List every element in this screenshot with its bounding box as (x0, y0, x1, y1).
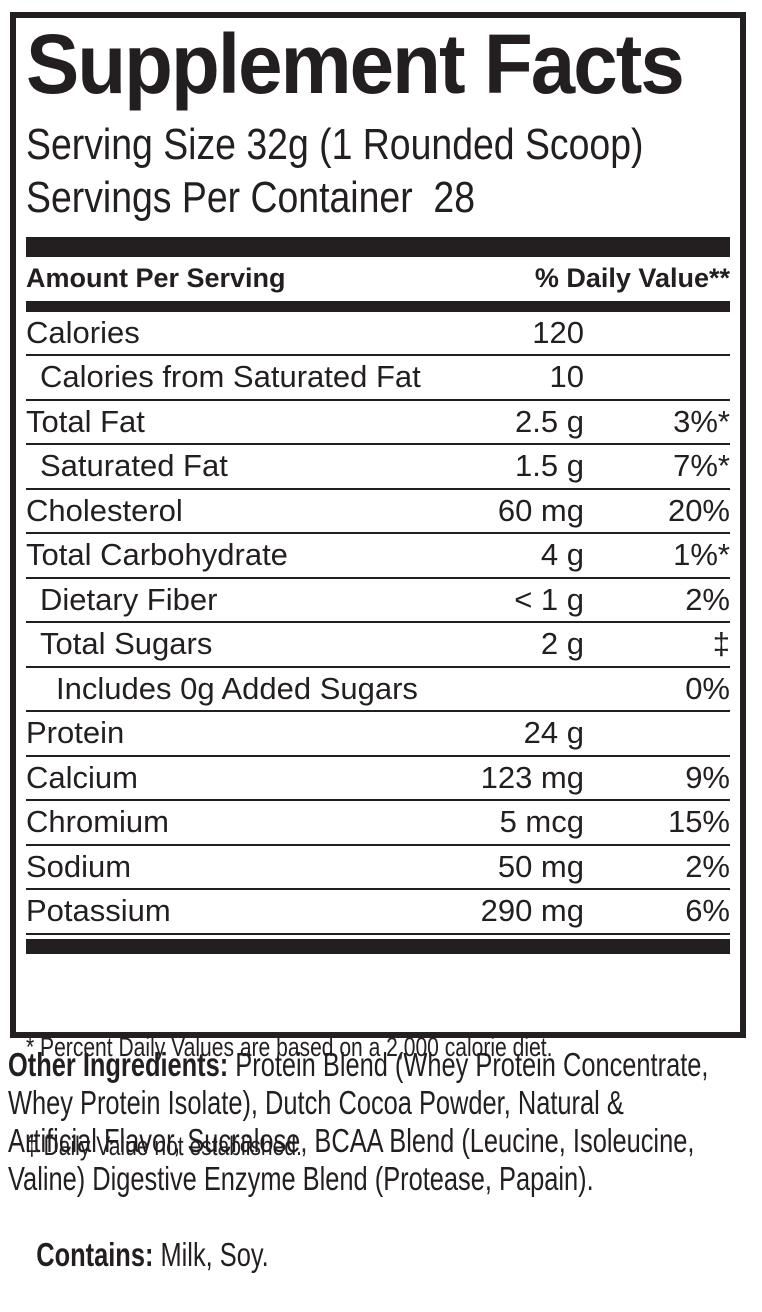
nutrient-daily-value: ‡ (712, 626, 730, 662)
nutrient-row: Calcium 123 mg 9% (26, 757, 730, 802)
nutrient-row: Cholesterol 60 mg 20% (26, 490, 730, 535)
nutrient-name: Includes 0g Added Sugars (56, 670, 418, 706)
nutrient-amount: < 1 g (514, 581, 584, 617)
nutrient-name: Dietary Fiber (40, 581, 218, 617)
nutrient-amount: 2 g (540, 626, 584, 662)
nutrient-amount: 123 mg (480, 759, 584, 795)
other-ingredients-paragraph: Other Ingredients: Protein Blend (Whey P… (8, 1046, 762, 1198)
other-ingredients-line: Valine) Digestive Enzyme Blend (Protease… (8, 1160, 594, 1197)
nutrient-name: Chromium (26, 804, 169, 840)
nutrient-name: Calories from Saturated Fat (40, 359, 421, 395)
nutrient-amount: 60 mg (497, 492, 584, 528)
nutrient-amount: 1.5 g (515, 448, 584, 484)
nutrient-row: Total Fat 2.5 g 3%* (26, 401, 730, 446)
nutrient-row: Protein 24 g (26, 712, 730, 757)
nutrient-daily-value: 20% (667, 492, 730, 528)
nutrient-row: Calories from Saturated Fat 10 (26, 356, 730, 401)
nutrient-amount: 4 g (540, 537, 584, 573)
nutrient-name: Total Sugars (40, 626, 213, 662)
nutrient-daily-value: 7%* (673, 448, 730, 484)
nutrient-name: Potassium (26, 893, 171, 929)
nutrient-daily-value: 1%* (673, 537, 730, 573)
nutrient-amount: 2.5 g (515, 403, 584, 439)
nutrient-row: Saturated Fat 1.5 g 7%* (26, 445, 730, 490)
label-title: Supplement Facts (26, 17, 685, 111)
nutrient-row: Chromium 5 mcg 15% (26, 801, 730, 846)
contains-text: Milk, Soy. (160, 1236, 269, 1273)
servings-per-container: Servings Per Container 28 (26, 173, 476, 223)
other-ingredients-label: Other Ingredients: (8, 1046, 236, 1083)
amount-per-serving-header: Amount Per Serving (26, 263, 286, 294)
nutrient-table: Calories 120 Calories from Saturated Fat 10… (26, 312, 730, 935)
nutrient-row: Potassium 290 mg 6% (26, 890, 730, 935)
nutrient-row: Includes 0g Added Sugars 0% (26, 668, 730, 713)
serving-size: Serving Size 32g (1 Rounded Scoop) (26, 120, 644, 169)
nutrient-row: Total Sugars 2 g ‡ (26, 623, 730, 668)
nutrient-row: Total Carbohydrate 4 g 1%* (26, 534, 730, 579)
nutrient-daily-value: 2% (685, 848, 730, 884)
divider-bar-medium (26, 300, 730, 312)
other-ingredients-line: Other Ingredients: Protein Blend (Whey P… (8, 1046, 709, 1083)
nutrient-name: Sodium (26, 848, 132, 884)
other-ingredients-section: Other Ingredients: Protein Blend (Whey P… (8, 1046, 762, 1312)
nutrient-daily-value: 9% (685, 759, 730, 795)
nutrient-name: Total Fat (26, 403, 145, 439)
nutrient-name: Calcium (26, 759, 138, 795)
footnote-dv-not-established: ‡ Daily Value not established. (26, 1130, 302, 1161)
nutrient-row: Sodium 50 mg 2% (26, 846, 730, 891)
nutrient-amount: 290 mg (480, 893, 584, 929)
divider-bar-thick (26, 236, 730, 257)
nutrient-daily-value: 3%* (673, 403, 730, 439)
daily-value-header: % Daily Value** (534, 263, 730, 294)
nutrient-daily-value: 15% (667, 804, 730, 840)
contains-line: Contains: Milk, Soy. (8, 1198, 762, 1312)
nutrient-name: Protein (26, 715, 125, 751)
nutrient-row: Dietary Fiber < 1 g 2% (26, 579, 730, 624)
other-ingredients-line: Whey Protein Isolate), Dutch Cocoa Powde… (8, 1084, 624, 1121)
nutrient-daily-value: 2% (685, 581, 730, 617)
nutrient-daily-value: 0% (685, 670, 730, 706)
divider-bar-thick-bottom (26, 938, 730, 954)
contains-label: Contains: (36, 1236, 154, 1273)
nutrient-daily-value: 6% (685, 893, 730, 929)
nutrient-name: Calories (26, 314, 140, 350)
nutrient-amount: 10 (549, 359, 584, 395)
nutrient-name: Total Carbohydrate (26, 537, 288, 573)
nutrient-row: Calories 120 (26, 312, 730, 357)
nutrient-amount: 5 mcg (499, 804, 584, 840)
nutrient-amount: 120 (532, 314, 584, 350)
nutrient-name: Saturated Fat (40, 448, 228, 484)
nutrient-amount: 50 mg (497, 848, 584, 884)
other-ingredients-line: Artificial Flavor, Sucralose, BCAA Blend… (8, 1122, 695, 1159)
footnotes: * Percent Daily Values are based on a 2,… (26, 965, 575, 1229)
nutrient-amount: 24 g (523, 715, 584, 751)
footnote-daily-values: * Percent Daily Values are based on a 2,… (26, 1031, 553, 1062)
nutrient-name: Cholesterol (26, 492, 183, 528)
supplement-facts-label: Supplement Facts Serving Size 32g (1 Rou… (10, 12, 746, 1161)
column-header-row: Amount Per Serving % Daily Value** (26, 257, 730, 301)
